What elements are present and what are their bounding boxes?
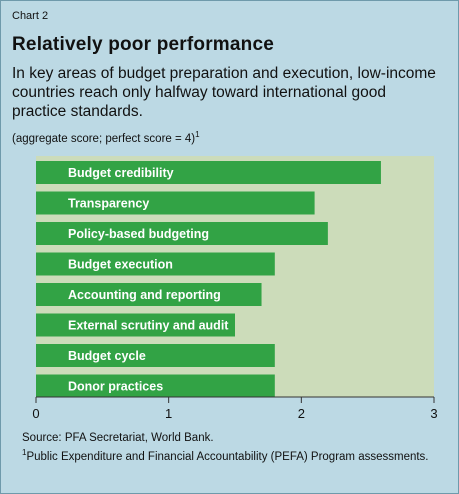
bar-label: Donor practices (68, 380, 163, 394)
x-tick-label: 1 (165, 406, 172, 421)
bar-label: Budget credibility (68, 166, 174, 180)
footnote-mark: 1 (22, 447, 27, 457)
x-tick-label: 2 (298, 406, 305, 421)
chart-title: Relatively poor performance (12, 34, 274, 55)
bar-label: Budget execution (68, 258, 173, 272)
bar-label: Transparency (68, 197, 149, 211)
x-ticks-group: 0 1 2 3 (32, 397, 438, 421)
bar-budget-execution (36, 252, 275, 276)
bar-label: Policy-based budgeting (68, 227, 209, 241)
bar-label: Accounting and reporting (68, 288, 221, 302)
bar-external-scrutiny-and-audit (36, 313, 235, 337)
footnote: 1Public Expenditure and Financial Accoun… (22, 446, 442, 464)
chart-note: (aggregate score; perfect score = 4)1 (12, 130, 200, 145)
bar-transparency (36, 191, 315, 215)
source-text: Source: PFA Secretariat, World Bank. (22, 432, 214, 444)
bars-group: Budget credibility Transparency Policy-bas… (36, 161, 381, 398)
bar-policy-based-budgeting (36, 222, 328, 245)
note-text: (aggregate score; perfect score = 4) (12, 132, 196, 145)
bar-chart: Budget credibility Transparency Policy-bas… (32, 156, 438, 421)
x-tick-label: 3 (430, 406, 437, 421)
bar-label: External scrutiny and audit (68, 319, 229, 333)
bar-budget-credibility (36, 161, 381, 184)
footnote-text: Public Expenditure and Financial Account… (26, 450, 429, 463)
bar-accounting-and-reporting (36, 283, 262, 306)
chart-number-label: Chart 2 (12, 10, 49, 22)
note-mark: 1 (195, 130, 200, 139)
x-tick-label: 0 (32, 406, 39, 421)
bar-label: Budget cycle (68, 349, 146, 363)
chart-source: Source: PFA Secretariat, World Bank. 1Pu… (22, 432, 442, 464)
bar-budget-cycle (36, 344, 275, 367)
chart-subtitle: In key areas of budget preparation and e… (12, 65, 436, 120)
bar-donor-practices (36, 374, 275, 398)
